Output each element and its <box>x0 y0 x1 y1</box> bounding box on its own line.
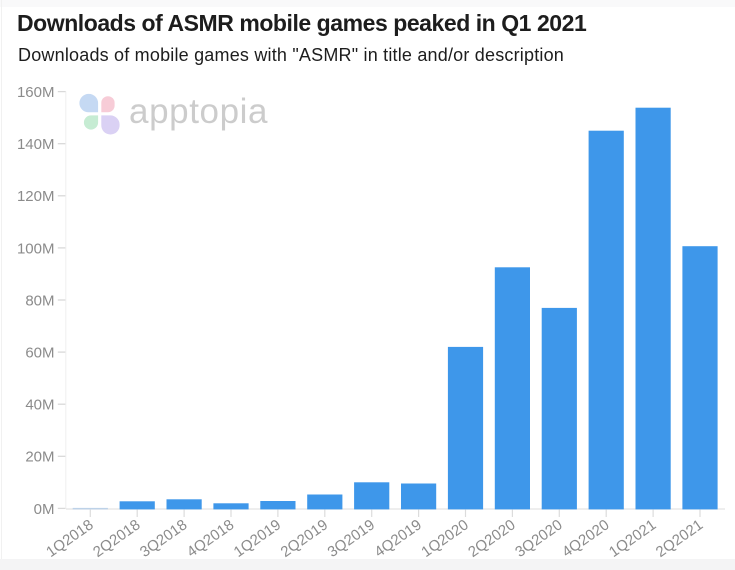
svg-text:40M: 40M <box>25 397 54 414</box>
svg-text:1Q2018: 1Q2018 <box>43 516 96 561</box>
svg-text:2Q2020: 2Q2020 <box>465 516 518 561</box>
svg-text:3Q2020: 3Q2020 <box>512 516 565 561</box>
svg-text:140M: 140M <box>17 136 55 153</box>
svg-text:1Q2021: 1Q2021 <box>606 516 659 561</box>
svg-text:3Q2019: 3Q2019 <box>325 516 378 561</box>
svg-text:2Q2021: 2Q2021 <box>653 516 706 561</box>
svg-text:2Q2019: 2Q2019 <box>278 516 331 561</box>
svg-text:60M: 60M <box>25 345 54 362</box>
svg-text:0M: 0M <box>34 501 55 518</box>
svg-text:1Q2019: 1Q2019 <box>231 516 284 561</box>
svg-text:4Q2018: 4Q2018 <box>184 516 237 561</box>
svg-text:1Q2020: 1Q2020 <box>418 516 471 561</box>
svg-text:2Q2018: 2Q2018 <box>90 516 143 561</box>
svg-text:apptopia: apptopia <box>129 92 268 131</box>
svg-text:120M: 120M <box>17 188 55 205</box>
svg-text:100M: 100M <box>17 240 55 257</box>
svg-text:4Q2020: 4Q2020 <box>559 516 612 561</box>
svg-text:20M: 20M <box>25 449 54 466</box>
svg-text:3Q2018: 3Q2018 <box>137 516 190 561</box>
svg-text:80M: 80M <box>25 292 54 309</box>
svg-text:160M: 160M <box>17 84 55 101</box>
svg-text:4Q2019: 4Q2019 <box>371 516 424 561</box>
